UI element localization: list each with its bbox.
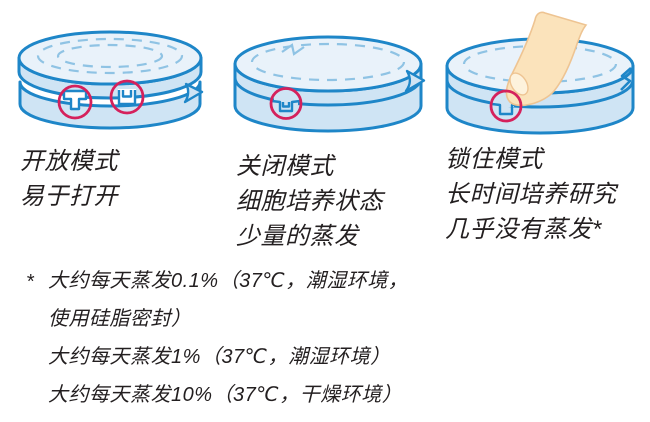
highlight-ring [269, 87, 303, 120]
latch-slot-icon [117, 90, 137, 106]
footnote-line: 使用硅脂密封） [48, 308, 192, 330]
caption-line: 易于打开 [20, 183, 118, 210]
footnote-line: 大约每天蒸发10%（37℃，干燥环境） [48, 384, 403, 406]
caption-open-mode: 开放模式 易于打开 [20, 144, 118, 214]
petri-dish-closed-illustration [233, 35, 426, 133]
caption-title: 开放模式 [20, 148, 118, 175]
caption-locked-mode: 锁住模式 长时间培养研究 几乎没有蒸发* [445, 142, 617, 247]
caption-line: 少量的蒸发 [236, 223, 359, 250]
footnote-line: * 大约每天蒸发0.1%（37℃，潮湿环境， [26, 262, 408, 300]
caption-line: 长时间培养研究 [445, 181, 617, 208]
dish-lid [233, 35, 423, 107]
petri-dish-locked-finger-press-illustration [445, 11, 635, 135]
petri-dish-open-illustration [17, 30, 204, 130]
highlight-ring [109, 79, 145, 115]
caption-title: 锁住模式 [445, 146, 543, 173]
caption-title: 关闭模式 [236, 153, 334, 180]
latch-notch-icon [271, 99, 301, 113]
fingernail [509, 72, 529, 96]
dish-base [18, 80, 202, 130]
caption-closed-mode: 关闭模式 细胞培养状态 少量的蒸发 [236, 149, 383, 254]
finger-icon [505, 11, 588, 107]
edge-crack-mark [620, 67, 632, 91]
lid-edge-curl [183, 82, 204, 104]
dish-lid [17, 30, 203, 100]
footnote-text: 大约每天蒸发0.1%（37℃，潮湿环境， [48, 270, 409, 292]
highlight-ring [57, 84, 93, 120]
caption-line: 细胞培养状态 [236, 188, 383, 215]
asterisk-marker: * [26, 271, 35, 293]
highlight-ring [489, 89, 523, 123]
latch-tab-icon [62, 89, 88, 111]
evaporation-footnote: * 大约每天蒸发0.1%（37℃，潮湿环境， 使用硅脂密封） 大约每天蒸发1%（… [26, 262, 408, 414]
footnote-line: 大约每天蒸发1%（37℃，潮湿环境） [48, 346, 391, 368]
lid-edge-curl [404, 69, 426, 93]
caption-line: 几乎没有蒸发* [445, 216, 602, 243]
